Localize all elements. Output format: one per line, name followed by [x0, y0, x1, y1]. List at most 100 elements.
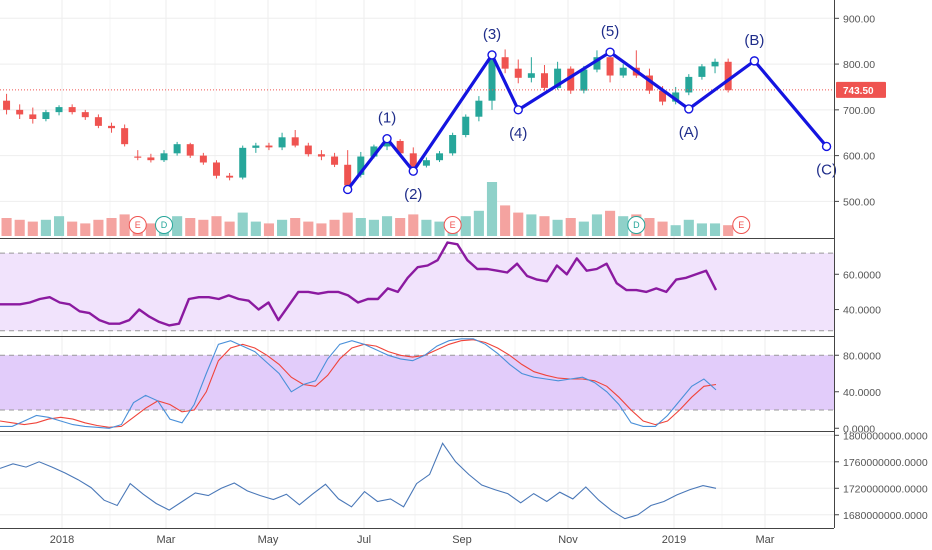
candle-body[interactable]: [42, 112, 50, 119]
candle-body[interactable]: [252, 145, 260, 148]
candle-body[interactable]: [291, 137, 299, 146]
candle-body[interactable]: [81, 112, 89, 118]
wave-point[interactable]: [382, 133, 392, 144]
candle-body[interactable]: [55, 107, 63, 113]
candle-body[interactable]: [239, 147, 247, 178]
x-axis-month-label: Jul: [357, 534, 371, 546]
wave-point[interactable]: [342, 184, 353, 195]
wave-point[interactable]: [487, 50, 497, 60]
candle-body[interactable]: [370, 146, 378, 157]
candle-body[interactable]: [409, 153, 417, 172]
candle-body[interactable]: [724, 61, 732, 91]
wave-point[interactable]: [749, 56, 760, 66]
candle-body[interactable]: [383, 140, 391, 147]
candle-body[interactable]: [580, 69, 588, 91]
volume-bar: [342, 212, 353, 236]
candle-body[interactable]: [396, 140, 404, 154]
wave-point[interactable]: [821, 141, 832, 152]
stochastic-d-line[interactable]: [0, 339, 717, 428]
stochastic-k-line[interactable]: [0, 338, 717, 429]
candle-body[interactable]: [488, 57, 496, 101]
volume-bar: [670, 225, 681, 236]
candle-body[interactable]: [672, 92, 680, 102]
candle-body[interactable]: [698, 66, 706, 77]
candle-body[interactable]: [160, 153, 168, 161]
volume-bar: [67, 221, 78, 236]
candle-body[interactable]: [554, 68, 562, 88]
candle-body[interactable]: [659, 90, 667, 102]
svg-text:E: E: [135, 220, 141, 230]
candle-body[interactable]: [94, 117, 102, 126]
candle-body[interactable]: [121, 128, 129, 145]
candle-body[interactable]: [593, 57, 601, 70]
rsi-line[interactable]: [0, 241, 718, 327]
volume-bar: [27, 221, 38, 236]
candle-body[interactable]: [186, 144, 194, 156]
wave-label: (3): [483, 26, 501, 43]
candle-body[interactable]: [606, 57, 614, 76]
volume-bar: [539, 216, 550, 236]
volume-bar: [368, 219, 379, 236]
candle-body[interactable]: [527, 73, 535, 78]
volume-bar: [473, 210, 484, 236]
rsi-axis-tick-label: 60.0000: [843, 269, 881, 281]
candle-body[interactable]: [226, 175, 234, 178]
candle-body[interactable]: [199, 155, 207, 163]
earnings-badge[interactable]: E: [443, 216, 462, 234]
volume-bar: [237, 212, 248, 236]
wave-point[interactable]: [513, 105, 523, 115]
earnings-badge[interactable]: E: [732, 216, 751, 234]
volume-bar: [460, 216, 471, 236]
candle-body[interactable]: [645, 75, 653, 91]
candle-body[interactable]: [711, 61, 719, 67]
candle-body[interactable]: [278, 137, 286, 148]
candle-body[interactable]: [147, 157, 155, 161]
wave-point[interactable]: [684, 104, 694, 114]
earnings-badge[interactable]: E: [128, 216, 147, 234]
price-axis-tick-label: 500.00: [843, 196, 875, 208]
candle-body[interactable]: [514, 68, 522, 78]
price-axis-tick-label: 600.00: [843, 151, 875, 163]
candle-body[interactable]: [173, 144, 181, 154]
candle-body[interactable]: [462, 116, 470, 136]
candle-body[interactable]: [134, 156, 142, 158]
candle-body[interactable]: [3, 100, 11, 110]
volume-indicator-line[interactable]: [0, 442, 717, 520]
candle-body[interactable]: [108, 125, 116, 129]
volume-bar: [657, 221, 668, 236]
candle-body[interactable]: [449, 135, 457, 154]
candle-body[interactable]: [357, 156, 365, 175]
candle-body[interactable]: [68, 107, 76, 113]
candle-body[interactable]: [422, 160, 430, 166]
stochastic-panel[interactable]: [0, 338, 834, 429]
volume-bar: [500, 205, 511, 236]
candle-body[interactable]: [304, 145, 312, 155]
candle-body[interactable]: [567, 68, 575, 91]
candle-body[interactable]: [265, 145, 273, 148]
volume-indicator-panel[interactable]: [0, 442, 717, 520]
candle-body[interactable]: [317, 154, 325, 157]
wave-point[interactable]: [408, 166, 418, 176]
wave-point[interactable]: [605, 47, 615, 57]
candle-body[interactable]: [475, 100, 483, 117]
candle-body[interactable]: [16, 109, 24, 115]
candle-body[interactable]: [436, 153, 444, 161]
candle-body[interactable]: [619, 67, 627, 76]
volume-bar: [723, 225, 734, 236]
volume-bar: [381, 216, 393, 236]
dividend-badge[interactable]: D: [155, 216, 173, 234]
candle-body[interactable]: [501, 57, 509, 69]
candle-body[interactable]: [29, 114, 37, 119]
price-panel[interactable]: E D E D E (1) (2) (3) (4) (5) (A) (B) (C): [0, 23, 837, 236]
x-axis-month-label: May: [258, 534, 279, 546]
candle-body[interactable]: [212, 162, 220, 176]
candle-body[interactable]: [331, 156, 339, 165]
candle-body[interactable]: [685, 76, 693, 93]
candle-body[interactable]: [344, 164, 352, 186]
dividend-badge[interactable]: D: [627, 216, 646, 234]
volume-bar: [618, 216, 629, 236]
price-axis-tick-label: 800.00: [843, 59, 875, 71]
candle-body[interactable]: [540, 73, 548, 88]
rsi-panel[interactable]: [0, 241, 834, 332]
